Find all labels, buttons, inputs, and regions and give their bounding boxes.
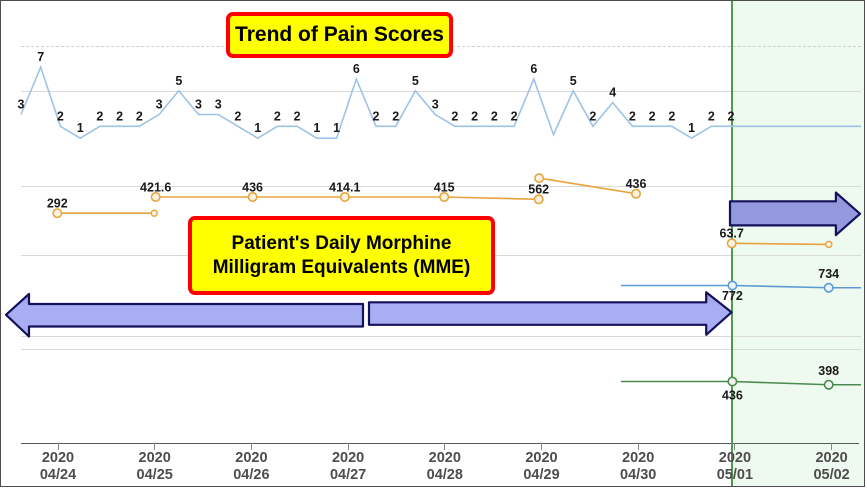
svg-text:2: 2 (629, 109, 636, 123)
svg-text:1: 1 (688, 121, 695, 135)
svg-text:2: 2 (234, 109, 241, 123)
svg-text:2: 2 (491, 109, 498, 123)
svg-text:2: 2 (294, 109, 301, 123)
svg-text:63.7: 63.7 (720, 227, 744, 241)
svg-text:2: 2 (96, 109, 103, 123)
svg-text:292: 292 (47, 197, 68, 211)
svg-text:398: 398 (818, 364, 839, 378)
svg-text:1: 1 (77, 121, 84, 135)
svg-text:2: 2 (116, 109, 123, 123)
svg-text:4: 4 (609, 86, 616, 100)
svg-text:2: 2 (451, 109, 458, 123)
svg-text:3: 3 (432, 98, 439, 112)
svg-text:5: 5 (412, 74, 419, 88)
svg-text:562: 562 (528, 183, 549, 197)
svg-text:1: 1 (333, 121, 340, 135)
svg-text:2: 2 (57, 109, 64, 123)
svg-text:421.6: 421.6 (140, 180, 171, 194)
svg-text:1: 1 (313, 121, 320, 135)
svg-text:2: 2 (511, 109, 518, 123)
svg-text:734: 734 (818, 267, 839, 281)
svg-text:2: 2 (728, 109, 735, 123)
svg-text:3: 3 (156, 98, 163, 112)
svg-text:1: 1 (254, 121, 261, 135)
svg-text:2: 2 (708, 109, 715, 123)
svg-text:2: 2 (589, 109, 596, 123)
svg-text:415: 415 (434, 180, 455, 194)
svg-text:7: 7 (37, 50, 44, 64)
svg-text:772: 772 (722, 289, 743, 303)
svg-text:2: 2 (471, 109, 478, 123)
svg-text:5: 5 (570, 74, 577, 88)
svg-text:6: 6 (530, 62, 537, 76)
svg-text:2: 2 (274, 109, 281, 123)
svg-text:3: 3 (195, 98, 202, 112)
svg-text:436: 436 (722, 389, 743, 403)
svg-text:2: 2 (136, 109, 143, 123)
svg-text:2: 2 (373, 109, 380, 123)
svg-text:436: 436 (242, 180, 263, 194)
svg-text:436: 436 (626, 177, 647, 191)
svg-text:5: 5 (175, 74, 182, 88)
svg-text:2: 2 (668, 109, 675, 123)
svg-text:6: 6 (353, 62, 360, 76)
svg-text:3: 3 (18, 98, 25, 112)
svg-text:2: 2 (649, 109, 656, 123)
svg-text:3: 3 (215, 98, 222, 112)
svg-text:2: 2 (392, 109, 399, 123)
svg-text:414.1: 414.1 (329, 180, 360, 194)
